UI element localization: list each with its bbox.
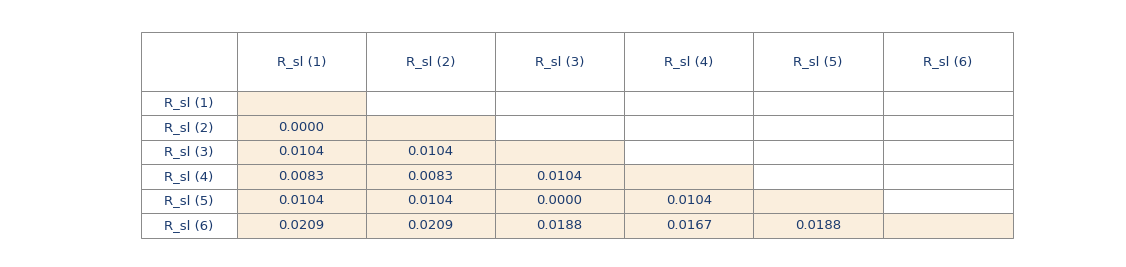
Text: R_sl (3): R_sl (3) <box>164 146 214 158</box>
Bar <box>495 115 624 140</box>
Text: 0.0104: 0.0104 <box>537 170 582 183</box>
Bar <box>753 32 883 91</box>
Bar <box>624 189 753 213</box>
Text: 0.0104: 0.0104 <box>665 194 712 207</box>
Bar <box>236 189 366 213</box>
Bar <box>366 32 495 91</box>
Bar <box>624 164 753 189</box>
Text: 0.0209: 0.0209 <box>408 219 454 232</box>
Bar <box>883 189 1013 213</box>
Bar <box>366 140 495 164</box>
Bar <box>141 115 236 140</box>
Text: 0.0104: 0.0104 <box>408 146 454 158</box>
Bar <box>753 115 883 140</box>
Bar <box>366 213 495 238</box>
Bar <box>624 115 753 140</box>
Text: R_sl (5): R_sl (5) <box>164 194 214 207</box>
Text: R_sl (4): R_sl (4) <box>164 170 213 183</box>
Bar <box>495 164 624 189</box>
Bar <box>495 213 624 238</box>
Text: 0.0000: 0.0000 <box>278 121 324 134</box>
Bar <box>141 91 236 115</box>
Bar <box>141 32 236 91</box>
Bar <box>236 91 366 115</box>
Bar <box>236 213 366 238</box>
Text: R_sl (2): R_sl (2) <box>164 121 214 134</box>
Text: 0.0209: 0.0209 <box>278 219 324 232</box>
Bar <box>753 140 883 164</box>
Bar <box>495 189 624 213</box>
Bar <box>236 164 366 189</box>
Bar <box>495 91 624 115</box>
Bar <box>366 91 495 115</box>
Text: 0.0104: 0.0104 <box>408 194 454 207</box>
Text: 0.0167: 0.0167 <box>665 219 712 232</box>
Text: 0.0104: 0.0104 <box>278 146 324 158</box>
Bar <box>495 32 624 91</box>
Bar <box>883 115 1013 140</box>
Text: R_sl (5): R_sl (5) <box>793 55 842 68</box>
Bar <box>236 32 366 91</box>
Bar <box>141 140 236 164</box>
Bar <box>141 164 236 189</box>
Bar <box>883 164 1013 189</box>
Bar <box>366 189 495 213</box>
Text: 0.0188: 0.0188 <box>537 219 582 232</box>
Text: R_sl (6): R_sl (6) <box>923 55 973 68</box>
Text: R_sl (1): R_sl (1) <box>164 96 214 109</box>
Text: 0.0000: 0.0000 <box>537 194 582 207</box>
Text: 0.0104: 0.0104 <box>278 194 324 207</box>
Bar <box>236 115 366 140</box>
Bar <box>883 140 1013 164</box>
Bar <box>624 32 753 91</box>
Bar <box>753 91 883 115</box>
Bar <box>753 189 883 213</box>
Bar <box>883 91 1013 115</box>
Bar <box>753 213 883 238</box>
Text: R_sl (3): R_sl (3) <box>535 55 584 68</box>
Text: R_sl (4): R_sl (4) <box>664 55 714 68</box>
Text: R_sl (6): R_sl (6) <box>164 219 213 232</box>
Text: 0.0083: 0.0083 <box>408 170 454 183</box>
Bar <box>624 213 753 238</box>
Bar <box>141 213 236 238</box>
Bar <box>883 213 1013 238</box>
Text: R_sl (2): R_sl (2) <box>405 55 455 68</box>
Bar <box>366 115 495 140</box>
Bar <box>366 164 495 189</box>
Bar <box>495 140 624 164</box>
Bar <box>141 189 236 213</box>
Bar <box>624 91 753 115</box>
Bar <box>236 140 366 164</box>
Bar <box>624 140 753 164</box>
Text: R_sl (1): R_sl (1) <box>277 55 327 68</box>
Text: 0.0083: 0.0083 <box>278 170 324 183</box>
Bar <box>753 164 883 189</box>
Text: 0.0188: 0.0188 <box>795 219 841 232</box>
Bar <box>883 32 1013 91</box>
